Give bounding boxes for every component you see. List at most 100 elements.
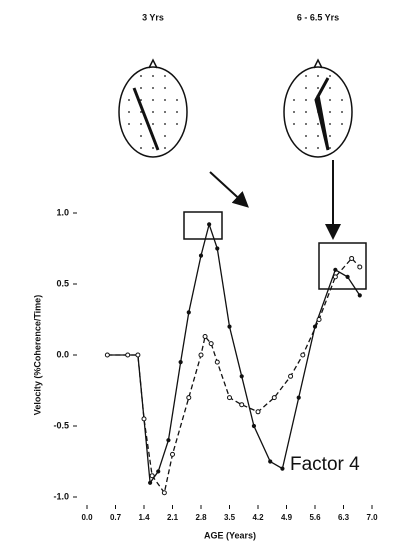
electrode	[293, 99, 295, 101]
electrode	[164, 75, 166, 77]
data-point	[170, 451, 175, 457]
electrode	[317, 75, 319, 77]
electrode	[329, 147, 331, 149]
electrode	[317, 123, 319, 125]
data-point	[149, 473, 155, 479]
data-point	[156, 469, 161, 474]
electrode	[329, 135, 331, 137]
x-tick-label: 7.0	[366, 513, 378, 522]
data-point	[296, 395, 301, 400]
electrode	[176, 123, 178, 125]
y-tick-label: 0.5	[56, 278, 69, 288]
x-tick-label: 4.2	[252, 513, 264, 522]
head-right	[283, 58, 353, 158]
data-point	[215, 246, 220, 251]
electrode	[305, 123, 307, 125]
electrode	[329, 111, 331, 113]
y-tick-label: 1.0	[56, 207, 69, 217]
x-tick-label: 2.8	[195, 513, 207, 522]
series-line	[107, 222, 361, 485]
electrode	[341, 123, 343, 125]
data-point	[202, 334, 208, 340]
electrode	[140, 135, 142, 137]
data-point	[333, 267, 338, 272]
data-point	[141, 416, 147, 422]
y-tick-label: -0.5	[53, 420, 69, 430]
data-point	[239, 402, 245, 408]
data-point	[166, 438, 171, 443]
data-point	[255, 409, 261, 415]
electrode	[305, 75, 307, 77]
y-tick-label: 0.0	[56, 349, 69, 359]
annotation: 3 Yrs	[142, 12, 164, 22]
electrode	[140, 99, 142, 101]
electrode	[317, 87, 319, 89]
electrode	[305, 111, 307, 113]
electrode	[152, 87, 154, 89]
data-point	[268, 459, 273, 464]
electrode	[164, 87, 166, 89]
data-point	[161, 490, 167, 496]
electrode	[164, 147, 166, 149]
electrode	[341, 111, 343, 113]
x-tick-label: 6.3	[338, 513, 350, 522]
electrode	[305, 99, 307, 101]
x-tick-label: 4.9	[281, 513, 293, 522]
data-point	[208, 341, 214, 347]
electrode	[152, 111, 154, 113]
data-point	[198, 352, 204, 358]
data-point	[239, 374, 244, 379]
data-point	[186, 310, 191, 315]
x-tick-label: 3.5	[224, 513, 236, 522]
annotation: Factor 4	[290, 454, 360, 475]
x-tick-label: 0.7	[110, 513, 122, 522]
data-point	[345, 274, 350, 279]
x-tick-label: 5.6	[309, 513, 321, 522]
x-tick-label: 1.4	[138, 513, 150, 522]
head-dots	[128, 75, 343, 149]
electrode	[293, 111, 295, 113]
electrode	[152, 75, 154, 77]
arrow	[209, 171, 249, 208]
electrode	[152, 147, 154, 149]
data-point	[357, 264, 363, 270]
series-line	[107, 257, 361, 495]
x-axis-label: AGE (Years)	[204, 530, 256, 540]
electrode	[317, 99, 319, 101]
data-point	[148, 480, 153, 485]
data-point	[227, 395, 232, 401]
data-point	[207, 222, 212, 227]
data-point	[135, 352, 141, 358]
data-point	[178, 360, 183, 365]
x-tick-label: 2.1	[167, 513, 179, 522]
electrode	[164, 111, 166, 113]
electrode	[305, 135, 307, 137]
electrode	[176, 99, 178, 101]
electrode	[140, 123, 142, 125]
electrode	[128, 99, 130, 101]
electrode	[305, 87, 307, 89]
electrode	[152, 135, 154, 137]
y-tick-label: -1.0	[53, 491, 69, 501]
electrode	[128, 111, 130, 113]
electrode	[329, 87, 331, 89]
electrode	[317, 135, 319, 137]
data-point	[271, 395, 277, 401]
data-point	[251, 423, 257, 429]
electrode	[329, 75, 331, 77]
electrode	[140, 111, 142, 113]
data-point	[227, 324, 232, 329]
data-point	[125, 352, 131, 358]
x-tick-label: 0.0	[81, 513, 93, 522]
data-point	[104, 352, 110, 358]
data-point	[332, 274, 338, 280]
data-point	[280, 466, 285, 471]
electrode	[164, 99, 166, 101]
electrode	[329, 99, 331, 101]
data-point	[198, 253, 204, 258]
electrode	[176, 111, 178, 113]
highlight-box	[318, 242, 367, 290]
electrode	[341, 99, 343, 101]
electrode	[140, 75, 142, 77]
